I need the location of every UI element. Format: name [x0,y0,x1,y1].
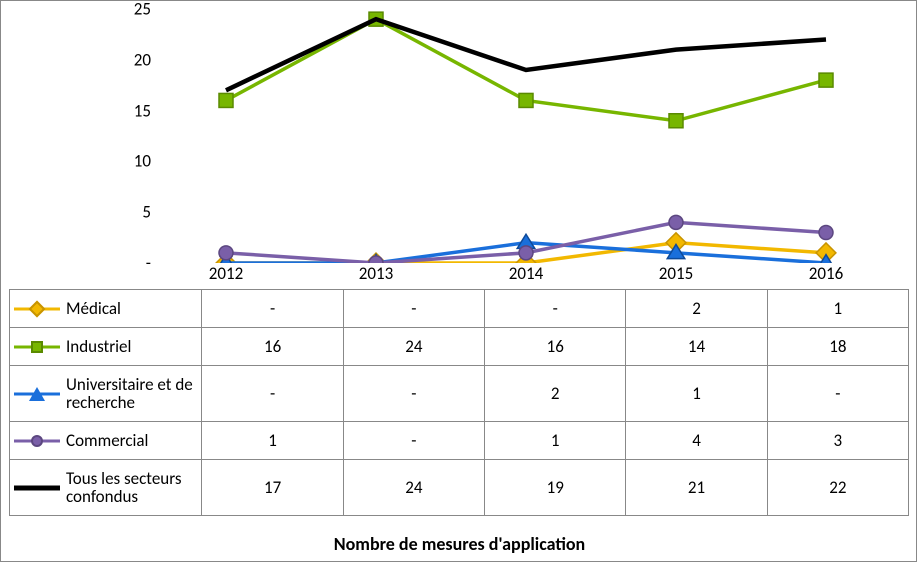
table-row: Universitaire et de recherche--21- [10,366,909,422]
y-tick-label: 25 [134,0,151,20]
table-row: Industriel1624161418 [10,328,909,366]
value-cell: 16 [202,328,343,366]
series-marker [819,73,833,87]
x-axis-label: Nombre de mesures d'application [1,533,917,555]
value-cell: 1 [202,422,343,460]
series-marker [669,114,683,128]
value-cell: - [767,366,908,422]
value-cell: - [343,290,484,328]
legend-cell: Industriel [10,328,202,366]
value-cell: 17 [202,460,343,516]
value-cell: 2 [485,366,626,422]
legend-marker-icon [31,341,43,353]
y-tick-label: 5 [142,202,151,223]
legend-label: Médical [60,300,121,318]
data-table: Médical---21Industriel1624161418Universi… [9,289,909,516]
value-cell: 2 [626,290,767,328]
series-marker [369,256,383,263]
value-cell: 22 [767,460,908,516]
legend-cell: Tous les secteurs confondus [10,460,202,516]
value-cell: 1 [767,290,908,328]
legend-marker-icon [29,387,45,401]
legend-swatch [14,478,60,498]
value-cell: 24 [343,328,484,366]
value-cell: 1 [626,366,767,422]
value-cell: - [343,422,484,460]
value-cell: 19 [485,460,626,516]
legend-swatch [14,431,60,451]
legend-cell: Universitaire et de recherche [10,366,202,422]
legend-marker-icon [31,435,43,447]
legend-marker-icon [29,300,46,317]
table-row: Tous les secteurs confondus1724192122 [10,460,909,516]
series-marker [519,93,533,107]
value-cell: 16 [485,328,626,366]
y-tick-label: 15 [134,100,151,121]
legend-label: Commercial [60,432,148,450]
x-tick-label: 2016 [809,263,843,284]
table-row: Commercial1-143 [10,422,909,460]
legend-label: Industriel [60,338,131,356]
series-marker [669,215,683,229]
legend-swatch [14,384,60,404]
y-axis-ticks: -510152025 [111,1,151,261]
series-marker [819,226,833,240]
legend-swatch [14,299,60,319]
value-cell: 14 [626,328,767,366]
x-tick-label: 2013 [359,263,393,284]
value-cell: 1 [485,422,626,460]
series-marker [219,246,233,260]
chart-frame: Mesures d'application -510152025 2012201… [0,0,917,562]
series-marker [519,246,533,260]
x-tick-label: 2015 [659,263,693,284]
legend-label: Universitaire et de recherche [60,376,201,412]
value-cell: 4 [626,422,767,460]
legend-cell: Médical [10,290,202,328]
x-tick-label: 2014 [509,263,543,284]
x-tick-label: 2012 [209,263,243,284]
line-chart-svg [151,9,901,263]
y-tick-label: 20 [134,49,151,70]
value-cell: - [202,290,343,328]
legend-label: Tous les secteurs confondus [60,470,201,506]
value-cell: 24 [343,460,484,516]
value-cell: - [202,366,343,422]
table-row: Médical---21 [10,290,909,328]
value-cell: - [343,366,484,422]
series-marker [219,93,233,107]
x-axis-ticks: 2012 2013 2014 2015 2016 [151,263,901,287]
plot-area [151,9,901,263]
value-cell: - [485,290,626,328]
value-cell: 18 [767,328,908,366]
legend-swatch [14,337,60,357]
series-line [226,19,826,90]
y-tick-label: 10 [134,151,151,172]
legend-cell: Commercial [10,422,202,460]
value-cell: 21 [626,460,767,516]
value-cell: 3 [767,422,908,460]
